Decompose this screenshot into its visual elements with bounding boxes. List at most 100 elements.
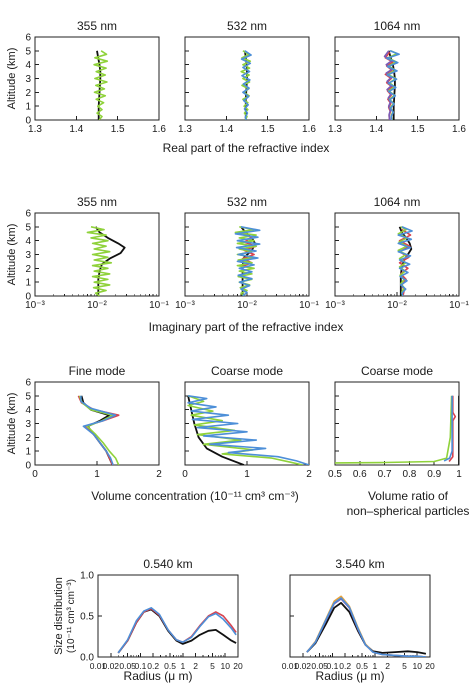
x-tick-label: 0.2: [147, 661, 159, 671]
series-line-retrieval_green: [86, 226, 113, 296]
x-tick-label: 0.2: [339, 661, 351, 671]
y-axis-label: Altitude (km): [6, 48, 18, 110]
x-tick-label: 1.5: [411, 124, 425, 135]
panel-title: Coarse mode: [211, 364, 283, 378]
y-tick-label: 2: [25, 264, 31, 275]
series-line-retrieval_blue: [397, 226, 413, 296]
x-tick-label: 5: [402, 661, 407, 671]
x-tick-label: 10⁻²: [237, 300, 257, 311]
row4-xlabel-right: Radius (μ m): [316, 669, 385, 683]
y-tick-label: 2: [25, 433, 31, 444]
x-tick-label: 0.05: [119, 661, 136, 671]
axes-frame: [34, 381, 160, 466]
row3-xlabel: Volume concentration (10⁻¹¹ cm³ cm⁻³): [91, 489, 298, 503]
panel-title: 0.540 km: [143, 557, 192, 571]
chart-panel-r4c1: 0.540 km 0.010.02 0.050.1 0.2 0.5 1 2 5 10 20 0.0 0…: [53, 557, 243, 671]
x-tick-label: 10⁻²: [387, 300, 407, 311]
panel-title: 3.540 km: [335, 557, 384, 571]
x-tick-label: 10⁻²: [87, 300, 107, 311]
series-line-retrieval_blue: [187, 395, 309, 465]
series-group: [187, 395, 309, 465]
panel-title: 1064 nm: [374, 19, 421, 33]
series-group: [117, 607, 237, 654]
y-axis-label-units: (10⁻¹¹ cm³ cm⁻³): [66, 579, 77, 653]
axes-frame: [334, 212, 460, 297]
y-tick-label: 4: [25, 60, 31, 71]
x-tick-label: 1.4: [69, 124, 83, 135]
x-tick-label: 1.4: [369, 124, 383, 135]
y-tick-label: 0.5: [80, 612, 94, 623]
x-tick-label: 1: [456, 469, 462, 480]
chart-panel-r3c2: Coarse mode 0 1 2: [182, 364, 312, 480]
y-tick-label: 3: [25, 419, 31, 430]
series-line-retrieval_green: [93, 50, 109, 120]
series-line-retrieval_blue: [443, 395, 453, 462]
x-tick-label: 0: [182, 469, 188, 480]
series-line-truth: [187, 395, 245, 465]
chart-panel-r1c1: 355 nm 1.3 1.4 1.5 1.6 0 1 2 3 4 5 6 Altitude (km): [6, 19, 166, 135]
series-line-retrieval_blue: [80, 395, 117, 465]
x-tick-label: 0.01: [90, 661, 107, 671]
x-tick-label: 0.1: [134, 661, 146, 671]
y-tick-label: 6: [25, 378, 31, 389]
x-tick-label: 2: [193, 661, 198, 671]
x-tick-label: 2: [385, 661, 390, 671]
y-tick-label: 3: [25, 250, 31, 261]
series-group: [306, 595, 427, 657]
y-axis-label: Altitude (km): [6, 393, 18, 455]
x-tick-label: 10⁻¹: [449, 300, 469, 311]
x-tick-label: 1: [372, 661, 377, 671]
x-tick-label: 10: [412, 661, 422, 671]
x-tick-label: 0.5: [328, 469, 342, 480]
x-tick-label: 1: [244, 469, 250, 480]
x-tick-label: 1.5: [111, 124, 125, 135]
series-group: [93, 50, 109, 120]
x-tick-label: 1: [180, 661, 185, 671]
x-tick-label: 1.6: [152, 124, 166, 135]
chart-panel-r1c2: 532 nm 1.3 1.4 1.5 1.6: [178, 19, 316, 135]
chart-panel-r4c2: 3.540 km 0.010.02 0.050.1 0.2 0.5 1 2 5 10 20: [282, 557, 435, 671]
x-tick-label: 1: [94, 469, 100, 480]
row3-xlabel-right-line2: non–spherical particles: [347, 504, 470, 518]
x-tick-label: 0.02: [294, 661, 311, 671]
x-tick-label: 0.5: [164, 661, 176, 671]
y-tick-label: 1: [25, 278, 31, 289]
series-group: [335, 395, 459, 465]
y-tick-label: 5: [25, 222, 31, 233]
x-tick-label: 10: [220, 661, 230, 671]
y-tick-label: 1: [25, 102, 31, 113]
x-tick-label: 1.4: [219, 124, 233, 135]
chart-panel-r2c1: 355 nm 10⁻³ 10⁻² 10⁻¹ 0 1 2 3 4 5 6 Altitude (km): [6, 195, 170, 311]
y-tick-label: 3: [25, 74, 31, 85]
y-tick-label: 0.0: [80, 653, 94, 664]
series-line-retrieval_blue: [234, 226, 261, 296]
x-tick-label: 20: [425, 661, 435, 671]
chart-panel-r3c3: Coarse mode 0.5 0.6 0.7 0.8 0.9 1: [328, 364, 462, 480]
row2-xlabel: Imaginary part of the refractive index: [149, 320, 344, 334]
x-tick-label: 0.5: [356, 661, 368, 671]
x-tick-label: 0: [32, 469, 38, 480]
x-tick-label: 1.6: [302, 124, 316, 135]
x-tick-label: 10⁻³: [25, 300, 45, 311]
series-group: [397, 226, 413, 296]
x-tick-label: 1.5: [261, 124, 275, 135]
axes-frame: [334, 36, 460, 121]
y-tick-label: 1: [25, 447, 31, 458]
x-tick-label: 2: [306, 469, 312, 480]
row1-xlabel: Real part of the refractive index: [163, 141, 330, 155]
series-line-retrieval_green: [187, 395, 303, 465]
y-tick-label: 6: [25, 33, 31, 44]
panel-title: 355 nm: [77, 195, 117, 209]
x-tick-label: 10⁻¹: [299, 300, 319, 311]
y-tick-label: 6: [25, 209, 31, 220]
x-tick-label: 10⁻¹: [149, 300, 169, 311]
x-tick-label: 0.7: [378, 469, 392, 480]
y-tick-label: 2: [25, 88, 31, 99]
series-line-retrieval_green: [335, 395, 453, 464]
y-tick-label: 0: [25, 116, 31, 127]
y-tick-label: 5: [25, 46, 31, 57]
panel-title: 1064 nm: [374, 195, 421, 209]
panel-title: 532 nm: [227, 19, 267, 33]
